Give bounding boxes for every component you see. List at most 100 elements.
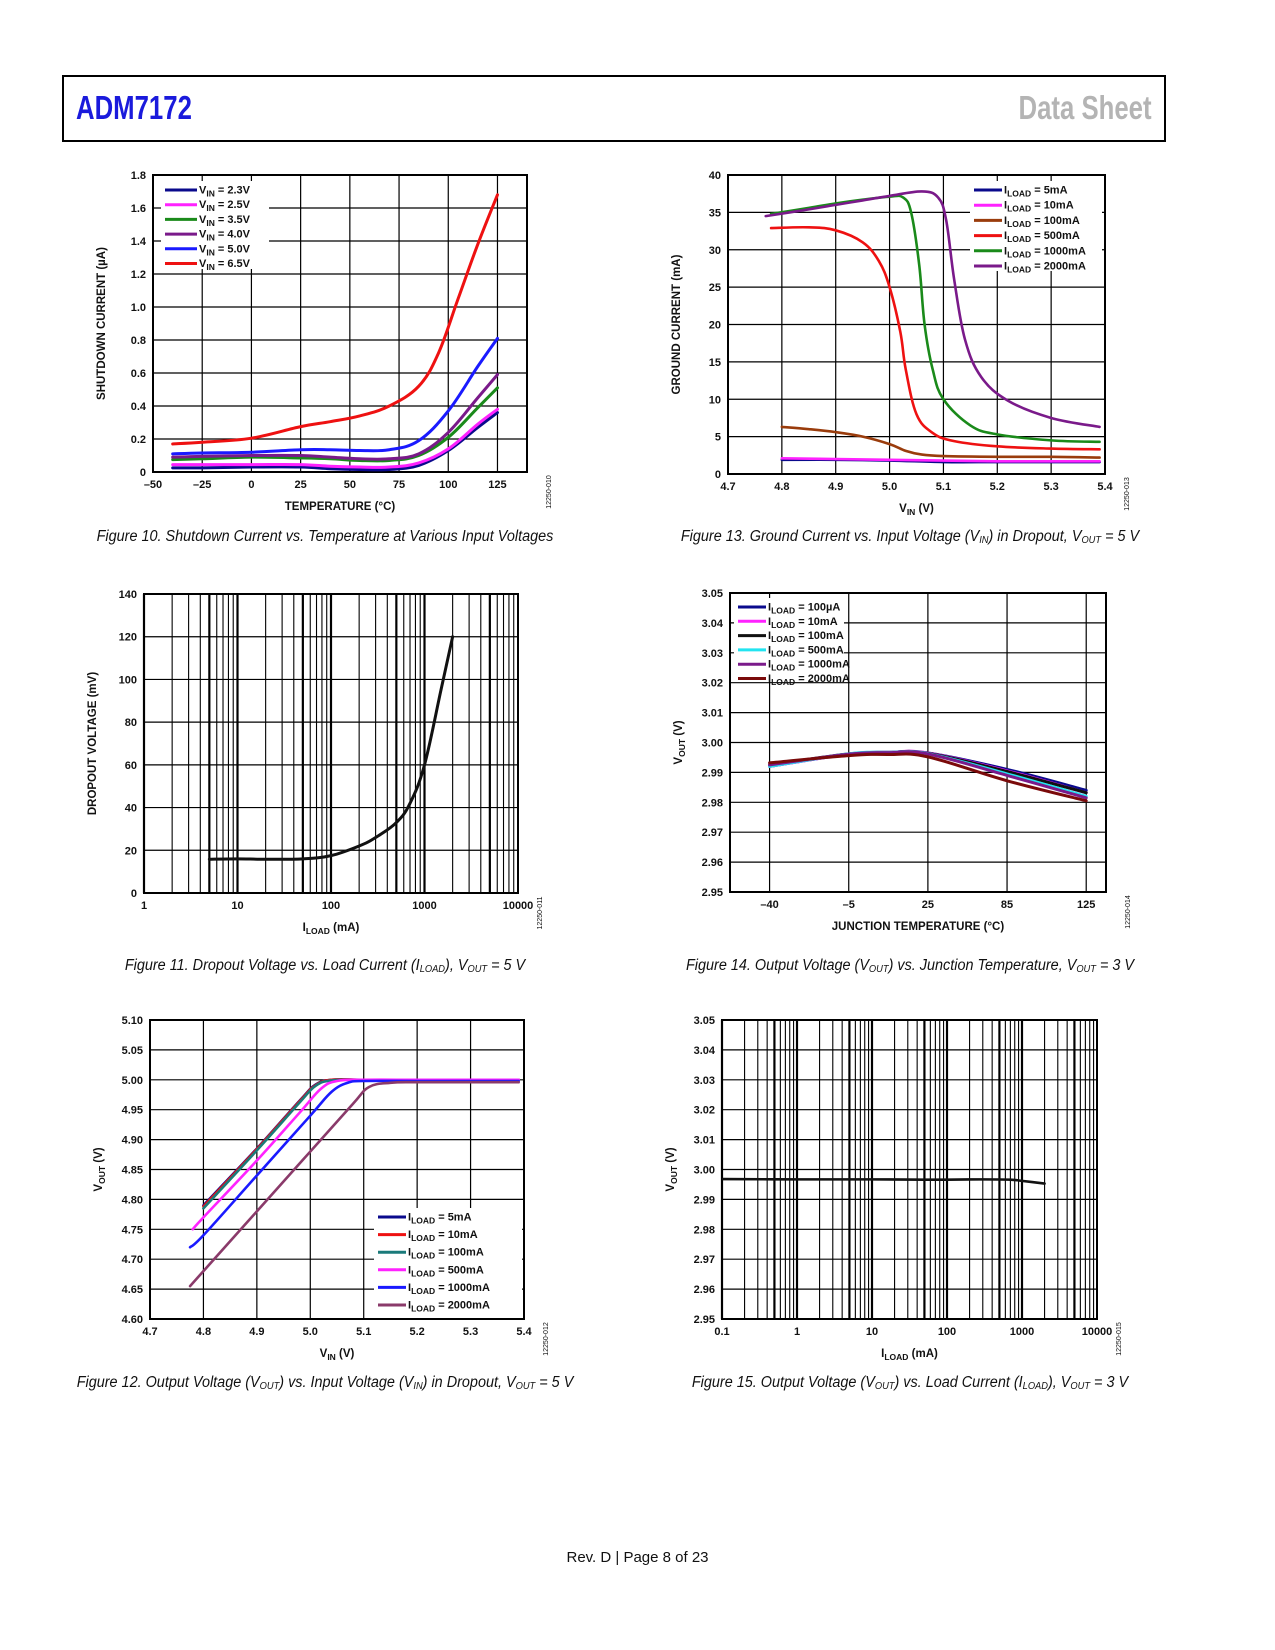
x-tick-label: 125 (1077, 899, 1095, 911)
y-tick-label: 1.0 (131, 302, 146, 314)
caption-subscript: LOAD (1022, 1381, 1048, 1392)
caption-text: ) vs. Junction Temperature, V (888, 957, 1077, 974)
x-tick-label: 10000 (503, 900, 534, 912)
y-tick-label: 4.85 (122, 1165, 143, 1177)
y-tick-label: 1.4 (131, 236, 147, 248)
x-tick-label: 0 (248, 479, 254, 491)
series-line (769, 194, 1101, 444)
caption-text: Figure 15. Output Voltage (V (691, 1374, 875, 1391)
y-axis-label: VOUT (V) (665, 1147, 679, 1191)
y-tick-label: 3.00 (694, 1165, 715, 1177)
x-tick-label: 4.8 (196, 1326, 211, 1338)
legend-label: ILOAD = 2000mA (1004, 261, 1086, 275)
figure-15-caption: Figure 15. Output Voltage (VOUT) vs. Loa… (659, 1374, 1161, 1392)
caption-subscript: IN (413, 1381, 423, 1392)
caption-subscript: OUT (1081, 535, 1102, 546)
x-tick-label: 25 (295, 479, 307, 491)
caption-subscript: OUT (1076, 964, 1096, 975)
document-type: Data Sheet (1018, 89, 1152, 126)
legend-label: VIN = 3.5V (199, 214, 251, 228)
y-tick-label: 4.90 (122, 1135, 143, 1147)
legend-label: ILOAD = 1000mA (768, 659, 850, 673)
caption-subscript: OUT (874, 1381, 895, 1392)
x-tick-label: 5.4 (1097, 481, 1113, 493)
y-tick-label: 5.00 (122, 1075, 143, 1087)
y-tick-label: 2.95 (694, 1314, 715, 1326)
y-tick-label: 3.05 (702, 588, 723, 600)
series-group (207, 635, 455, 861)
page-header: ADM7172 Data Sheet (62, 75, 1166, 142)
x-axis-label: VIN (V) (899, 503, 934, 517)
y-tick-label: 25 (709, 282, 721, 294)
caption-text: Figure 12. Output Voltage (V (76, 1374, 260, 1391)
x-tick-label: 5.1 (936, 481, 951, 493)
x-tick-label: –25 (193, 479, 211, 491)
figure-10-caption: Figure 10. Shutdown Current vs. Temperat… (79, 528, 572, 546)
y-tick-label: 35 (709, 207, 721, 219)
x-tick-label: 4.8 (774, 481, 789, 493)
x-tick-label: 100 (322, 900, 340, 912)
caption-subscript: OUT (1070, 1381, 1091, 1392)
x-tick-label: –5 (843, 899, 855, 911)
x-tick-label: 1 (794, 1326, 800, 1338)
x-tick-label: 5.3 (463, 1326, 478, 1338)
x-tick-label: 4.9 (828, 481, 843, 493)
plot-frame (143, 593, 519, 894)
y-tick-label: 3.02 (694, 1105, 715, 1117)
series-line (769, 225, 1101, 451)
y-tick-label: 4.70 (122, 1254, 143, 1266)
plot-frame (721, 1019, 1098, 1320)
legend-label: ILOAD = 2000mA (768, 673, 850, 687)
y-tick-label: 3.03 (694, 1075, 715, 1087)
x-tick-label: –40 (760, 899, 778, 911)
figure-code: 12250-012 (543, 1322, 550, 1356)
x-tick-label: 5.0 (882, 481, 897, 493)
legend-label: VIN = 5.0V (199, 243, 251, 257)
y-tick-label: 2.99 (694, 1194, 715, 1206)
y-tick-label: 140 (119, 589, 137, 601)
y-tick-label: 2.98 (702, 797, 723, 809)
y-tick-label: 3.02 (702, 678, 723, 690)
x-tick-label: 4.9 (249, 1326, 264, 1338)
x-tick-label: 10000 (1082, 1326, 1113, 1338)
y-tick-label: 80 (125, 717, 137, 729)
caption-text: Figure 11. Dropout Voltage vs. Load Curr… (124, 957, 420, 974)
y-axis-label: GROUND CURRENT (mA) (671, 254, 683, 394)
y-tick-label: 20 (125, 845, 137, 857)
x-tick-label: 10 (866, 1326, 878, 1338)
page-footer: Rev. D | Page 8 of 23 (566, 1549, 709, 1566)
plot-frame (729, 592, 1107, 893)
caption-text: Figure 14. Output Voltage (V (685, 957, 869, 974)
x-axis-label: ILOAD (mA) (303, 922, 360, 936)
y-tick-label: 4.80 (122, 1194, 143, 1206)
y-tick-label: 1.8 (131, 170, 146, 182)
series-group (768, 749, 1088, 803)
product-name: ADM7172 (76, 89, 192, 126)
series-group (764, 190, 1101, 464)
legend-label: ILOAD = 10mA (408, 1229, 478, 1243)
caption-text: Figure 10. Shutdown Current vs. Temperat… (96, 528, 554, 545)
x-tick-label: 75 (393, 479, 405, 491)
figure-12-caption: Figure 12. Output Voltage (VOUT) vs. Inp… (60, 1374, 590, 1392)
x-tick-label: 10 (231, 900, 243, 912)
x-tick-label: 4.7 (720, 481, 735, 493)
x-tick-label: 5.1 (356, 1326, 371, 1338)
y-tick-label: 30 (709, 245, 721, 257)
series-line (171, 193, 499, 446)
plot-frame (727, 174, 1106, 475)
legend-label: ILOAD = 1000mA (1004, 245, 1086, 259)
y-tick-label: 120 (119, 632, 137, 644)
legend-label: ILOAD = 2000mA (408, 1300, 490, 1314)
caption-subscript: OUT (515, 1381, 536, 1392)
y-tick-label: 0.6 (131, 368, 146, 380)
y-axis-label: SHUTDOWN CURRENT (µA) (96, 247, 108, 400)
x-tick-label: –50 (144, 479, 162, 491)
series-line (780, 425, 1101, 459)
legend-label: ILOAD = 10mA (1004, 200, 1074, 214)
